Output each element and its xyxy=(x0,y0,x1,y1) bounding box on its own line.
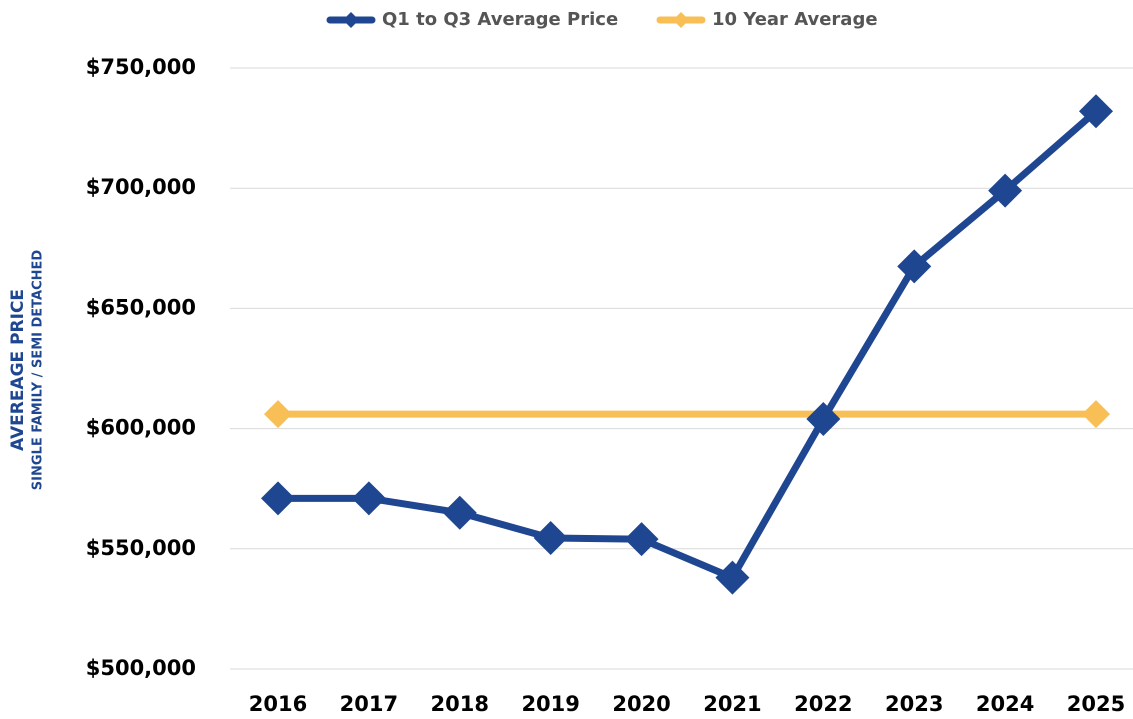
legend-marker xyxy=(673,12,689,28)
x-tick-label: 2018 xyxy=(431,692,489,716)
marker xyxy=(988,173,1023,208)
x-tick-label: 2019 xyxy=(521,692,579,716)
marker xyxy=(351,481,386,516)
y-tick-label: $550,000 xyxy=(86,536,196,560)
x-tick-label: 2021 xyxy=(703,692,761,716)
marker xyxy=(806,401,841,436)
marker xyxy=(897,249,932,284)
marker xyxy=(1079,94,1113,129)
y-tick-label: $600,000 xyxy=(86,416,196,440)
marker xyxy=(261,481,295,516)
series-line xyxy=(278,108,1099,582)
marker xyxy=(1082,400,1110,429)
x-tick-label: 2022 xyxy=(794,692,852,716)
y-tick-label: $700,000 xyxy=(86,175,196,199)
marker xyxy=(715,560,750,595)
y-tick-label: $500,000 xyxy=(86,656,196,680)
x-tick-label: 2020 xyxy=(612,692,670,716)
y-axis-title: AVEREAGE PRICE SINGLE FAMILY / SEMI DETA… xyxy=(8,250,46,491)
y-axis-label: AVEREAGE PRICE xyxy=(8,289,28,451)
legend-label: 10 Year Average xyxy=(712,9,878,30)
x-tick-label: 2024 xyxy=(976,692,1034,716)
marker xyxy=(264,400,292,429)
marker xyxy=(533,520,568,555)
x-tick-label: 2025 xyxy=(1067,692,1125,716)
y-axis-sublabel: SINGLE FAMILY / SEMI DETACHED xyxy=(31,250,46,491)
y-tick-label: $650,000 xyxy=(86,295,196,319)
x-tick-label: 2016 xyxy=(249,692,307,716)
legend-label: Q1 to Q3 Average Price xyxy=(382,9,618,30)
marker xyxy=(624,522,659,557)
marker xyxy=(442,495,477,530)
x-tick-label: 2023 xyxy=(885,692,943,716)
x-tick-label: 2017 xyxy=(340,692,398,716)
y-tick-label: $750,000 xyxy=(86,55,196,79)
legend-marker xyxy=(343,12,359,28)
